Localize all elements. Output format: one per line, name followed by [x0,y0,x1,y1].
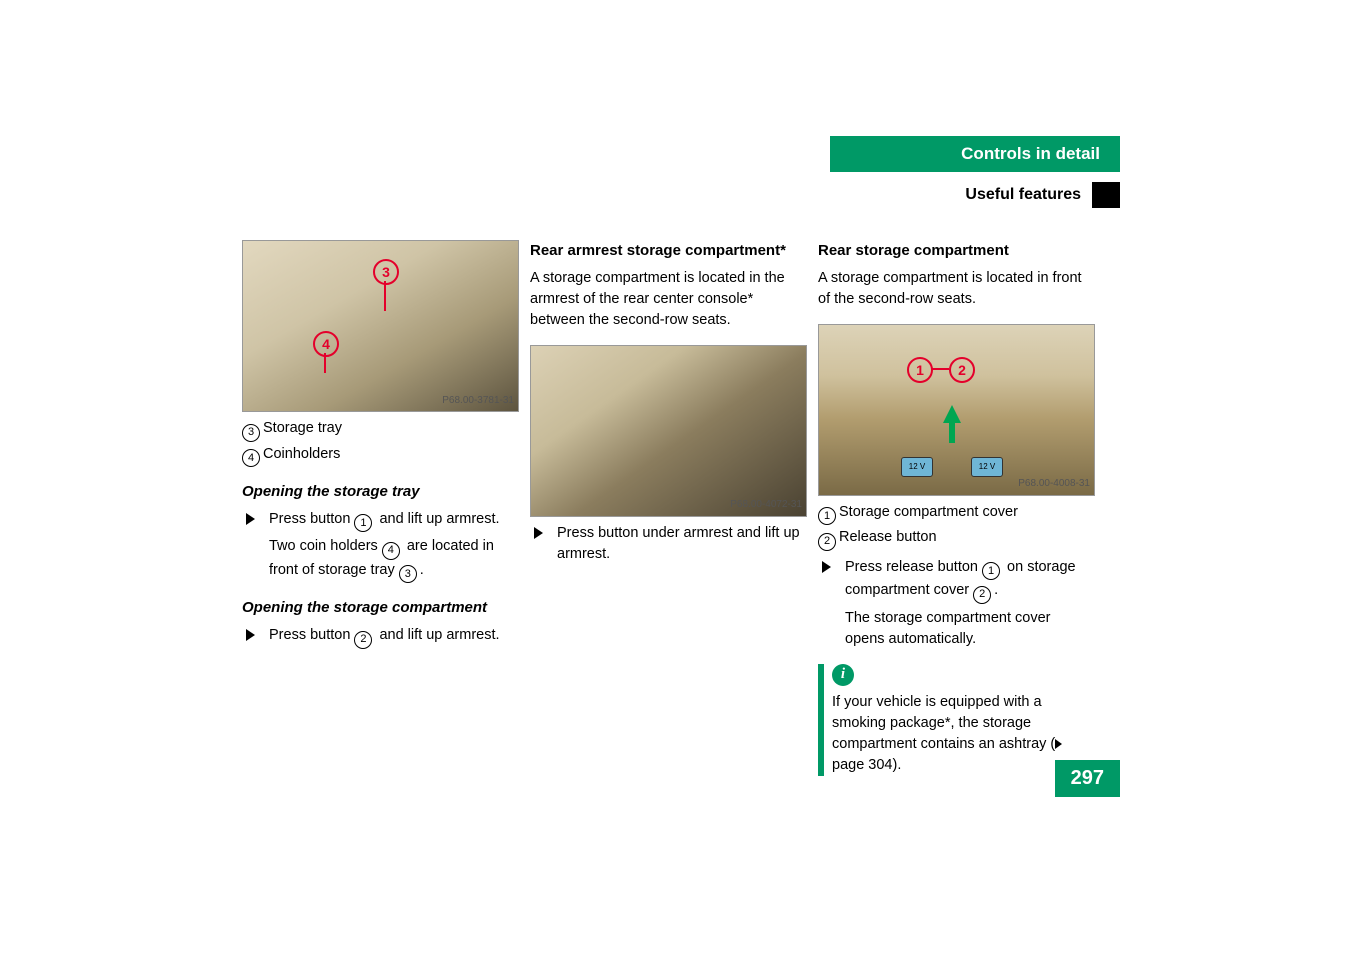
intro-text: A storage compartment is located in the … [530,268,805,331]
legend-item: 4Coinholders [242,444,517,468]
encircled-1: 1 [354,514,372,532]
step-text: Press button 1 and lift up armrest. [269,509,517,533]
arrow-stem [949,421,955,443]
encircled-2: 2 [354,631,372,649]
power-socket: 12 V [901,457,933,477]
callout-1: 1 [907,357,933,383]
instruction-step: Press button 2 and lift up armrest. [242,625,517,649]
instruction-step: Press button under armrest and lift up a… [530,523,805,565]
legend-text: Storage compartment cover [839,504,1018,520]
instruction-step: Press release button 1 on storage compar… [818,557,1093,604]
callout-4: 4 [313,331,339,357]
legend-text: Release button [839,529,937,545]
encircled-1: 1 [818,507,836,525]
thumb-tab [1092,182,1120,208]
encircled-4: 4 [242,449,260,467]
page-number: 297 [1055,760,1120,797]
subheading: Opening the storage compartment [242,597,517,619]
legend-item: 1Storage compartment cover [818,502,1093,526]
callout-2: 2 [949,357,975,383]
chapter-header: Controls in detail [830,136,1120,172]
info-icon: i [832,664,854,686]
info-note: i If your vehicle is equipped with a smo… [818,664,1093,776]
step-text: Press release button 1 on storage compar… [845,557,1093,604]
figure-rear-armrest: P68.00-4072-31 [530,345,807,517]
encircled-2: 2 [818,533,836,551]
step-result: Two coin holders 4 are located in front … [269,536,517,583]
encircled-3: 3 [399,565,417,583]
chapter-title: Controls in detail [961,144,1100,164]
legend-text: Storage tray [263,420,342,436]
encircled-4: 4 [382,542,400,560]
image-id: P68.00-3781-31 [442,394,514,409]
info-sidebar [818,664,824,776]
callout-3: 3 [373,259,399,285]
step-bullet-icon [822,561,831,573]
section-heading: Rear storage compartment [818,240,1093,262]
section-heading: Rear armrest storage compartment* [530,240,805,262]
column-1: 3 4 P68.00-3781-31 3Storage tray 4Coinho… [242,240,517,653]
instruction-step: Press button 1 and lift up armrest. [242,509,517,533]
encircled-2: 2 [973,586,991,604]
section-title: Useful features [965,186,1081,204]
step-result: The storage compartment cover opens auto… [845,608,1093,650]
subheading: Opening the storage tray [242,481,517,503]
legend-text: Coinholders [263,446,340,462]
power-socket: 12 V [971,457,1003,477]
step-text: Press button 2 and lift up armrest. [269,625,517,649]
step-bullet-icon [246,513,255,525]
image-id: P68.00-4072-31 [730,498,802,513]
step-bullet-icon [534,527,543,539]
column-3: Rear storage compartment A storage compa… [818,240,1093,776]
column-2: Rear armrest storage compartment* A stor… [530,240,805,569]
legend-item: 3Storage tray [242,418,517,442]
encircled-1: 1 [982,562,1000,580]
encircled-3: 3 [242,424,260,442]
page-ref-icon [1055,739,1062,749]
figure-front-armrest: 3 4 P68.00-3781-31 [242,240,519,412]
intro-text: A storage compartment is located in fron… [818,268,1093,310]
step-text: Press button under armrest and lift up a… [557,523,805,565]
figure-rear-storage: 1 2 12 V 12 V P68.00-4008-31 [818,324,1095,496]
legend-item: 2Release button [818,527,1093,551]
step-bullet-icon [246,629,255,641]
image-id: P68.00-4008-31 [1018,477,1090,492]
